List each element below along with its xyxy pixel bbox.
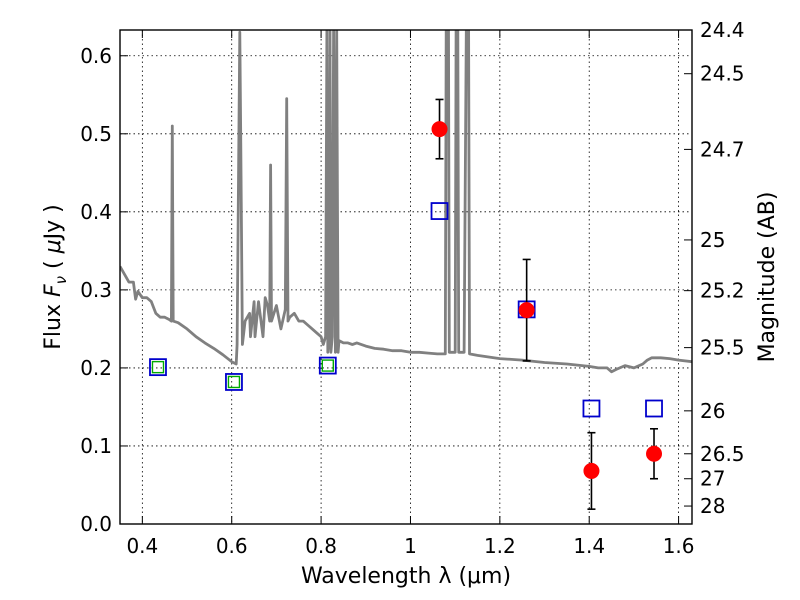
y-tick-label: 0.0: [80, 512, 112, 536]
y-tick-label: 0.4: [80, 200, 112, 224]
x-tick-label: 0.6: [216, 534, 248, 558]
observed-flux-point: [431, 121, 448, 138]
model-flux-box: [149, 358, 167, 377]
right-tick-label: 25.2: [700, 279, 745, 303]
y-tick-label: 0.6: [80, 44, 112, 68]
right-tick-label: 26.5: [700, 442, 745, 466]
tick-labels: 0.4 0.6 0.8 1 1.2 1.4 1.6 0.0 0.1 0.2 0.3 0.4 0.5 0.6…: [80, 18, 744, 558]
model-spectrum-line: [120, 30, 692, 374]
y-tick-label: 0.1: [80, 434, 112, 458]
grid-lines: [120, 30, 692, 525]
x-tick-label: 0.4: [126, 534, 158, 558]
observed-flux-point: [583, 462, 600, 479]
model-photometry-markers: [149, 202, 663, 418]
plot-frame: [119, 29, 693, 525]
model-flux-inner-box: [321, 359, 334, 372]
right-tick-label: 24.4: [700, 18, 745, 42]
y-axis-label: Flux Fν ( μJy ): [41, 204, 70, 349]
model-flux-inner-box: [227, 375, 241, 389]
model-flux-box: [645, 399, 663, 418]
model-flux-inner-box: [151, 360, 165, 374]
model-flux-box: [225, 373, 243, 391]
x-tick-label: 1.4: [573, 534, 605, 558]
model-flux-box: [430, 202, 449, 220]
right-tick-label: 24.7: [700, 137, 745, 161]
model-flux-box: [582, 399, 601, 418]
right-tick-label: 25.5: [700, 336, 745, 360]
right-y-axis-label: Magnitude (AB): [755, 192, 780, 363]
right-tick-label: 24.5: [700, 62, 745, 86]
x-tick-label: 0.8: [305, 534, 337, 558]
x-tick-label: 1.2: [484, 534, 516, 558]
right-tick-label: 27: [700, 467, 725, 491]
y-tick-label: 0.5: [80, 122, 112, 146]
right-tick-label: 28: [700, 494, 725, 518]
right-tick-label: 25: [700, 228, 725, 252]
x-tick-label: 1: [404, 534, 417, 558]
observed-flux-point: [518, 302, 535, 319]
y-tick-label: 0.2: [80, 356, 112, 380]
right-tick-label: 26: [700, 399, 725, 423]
x-tick-label: 1.6: [663, 534, 695, 558]
model-flux-box: [318, 356, 337, 375]
x-axis-label: Wavelength λ (μm): [301, 564, 511, 589]
observed-photometry-markers: [431, 98, 663, 510]
axis-ticks: [120, 29, 692, 525]
observed-flux-point: [646, 445, 663, 462]
y-tick-label: 0.3: [80, 278, 112, 302]
